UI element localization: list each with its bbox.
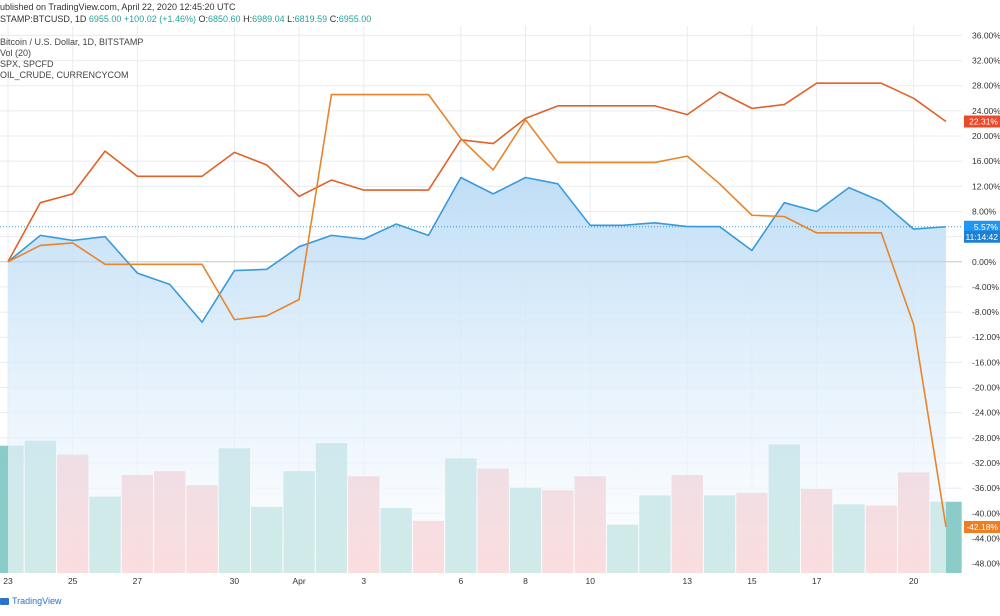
- tradingview-brand: TradingView: [12, 596, 62, 606]
- publish-info: ublished on TradingView.com, April 22, 2…: [0, 2, 235, 12]
- price-label-bg: [964, 520, 1000, 533]
- y-tick-label: 36.00%: [972, 30, 1000, 40]
- tradingview-logo-icon: [0, 598, 9, 605]
- x-tick-label: 30: [230, 576, 240, 586]
- x-tick-label: 3: [361, 576, 366, 586]
- x-tick-label: 27: [133, 576, 143, 586]
- tradingview-logo[interactable]: TradingView: [0, 596, 62, 606]
- close-label: C:: [329, 14, 339, 24]
- legend-oil-label: OIL_CRUDE, CURRENCYCOM: [0, 70, 129, 80]
- legend-volume[interactable]: Vol (20): [0, 48, 31, 58]
- y-tick-label: 0.00%: [972, 257, 997, 267]
- y-tick-label: 16.00%: [972, 156, 1000, 166]
- x-axis[interactable]: 23 25 27 30 Apr 3 6 8 10 13 15 17 20: [3, 576, 918, 586]
- low-label: L:: [287, 14, 295, 24]
- change-value: +100.02 (+1.46%): [123, 14, 196, 24]
- x-tick-label: 6: [458, 576, 463, 586]
- btc-area: [8, 177, 946, 574]
- legend-spx[interactable]: SPX, SPCFD: [0, 59, 54, 69]
- price-label-bg: [964, 230, 1000, 243]
- y-tick-label: -24.00%: [972, 408, 1000, 418]
- price-label-text: 5.57%: [974, 222, 999, 232]
- y-tick-label: -40.00%: [972, 508, 1000, 518]
- x-tick-label: 25: [68, 576, 78, 586]
- price-label-bg: [964, 220, 1000, 233]
- legend-oil[interactable]: OIL_CRUDE, CURRENCYCOM: [0, 70, 129, 80]
- price-label-text: 22.31%: [969, 117, 998, 127]
- btc-line: [7, 176, 947, 323]
- y-tick-label: 12.00%: [972, 181, 1000, 191]
- x-tick-label: 13: [683, 576, 693, 586]
- series-lines: [0, 82, 962, 528]
- ohlc-header: STAMP:BTCUSD, 1D 6955.00 +100.02 (+1.46%…: [0, 14, 371, 24]
- y-tick-label: -48.00%: [972, 559, 1000, 569]
- spx-line: [7, 82, 947, 263]
- x-tick-label: 10: [585, 576, 595, 586]
- y-axis[interactable]: 36.00% 32.00% 28.00% 24.00% 20.00% 16.00% 12.0…: [972, 30, 1000, 568]
- y-tick-label: -44.00%: [972, 533, 1000, 543]
- btc-area-fill: [8, 177, 946, 574]
- y-tick-label: -32.00%: [972, 458, 1000, 468]
- high-label: H:: [243, 14, 253, 24]
- low-value: 6819.59: [294, 14, 328, 24]
- symbol-label: STAMP:BTCUSD, 1D: [0, 14, 87, 24]
- y-tick-label: -28.00%: [972, 433, 1000, 443]
- x-tick-label: 17: [812, 576, 822, 586]
- open-value: 6850.60: [208, 14, 241, 24]
- high-value: 6989.04: [252, 14, 285, 24]
- close-value: 6955.00: [338, 14, 372, 24]
- y-tick-label: -12.00%: [972, 332, 1000, 342]
- y-tick-label: 20.00%: [972, 131, 1000, 141]
- y-tick-label: 28.00%: [972, 81, 1000, 91]
- price-label-text: -42.18%: [966, 522, 998, 532]
- price-label-bg: [964, 115, 1000, 128]
- legend-btc[interactable]: Bitcoin / U.S. Dollar, 1D, BITSTAMP: [0, 37, 143, 47]
- price-labels: 22.31% 5.57%11:14:42 -42.18%: [964, 115, 1000, 533]
- legend-spx-label: SPX, SPCFD: [0, 59, 54, 69]
- x-tick-label: 8: [523, 576, 528, 586]
- y-tick-label: -8.00%: [972, 307, 999, 317]
- x-tick-label: Apr: [292, 576, 305, 586]
- y-tick-label: 32.00%: [972, 56, 1000, 66]
- legend-btc-label: Bitcoin / U.S. Dollar, 1D, BITSTAMP: [0, 37, 144, 47]
- oil-line: [7, 93, 947, 528]
- price-label-text: 11:14:42: [966, 232, 999, 242]
- published-text: ublished on TradingView.com, April 22, 2…: [0, 2, 236, 12]
- y-tick-label: -4.00%: [972, 282, 999, 292]
- y-tick-label: 24.00%: [972, 106, 1000, 116]
- y-tick-label: -16.00%: [972, 357, 1000, 367]
- y-tick-label: -36.00%: [972, 483, 1000, 493]
- legend-volume-label: Vol (20): [0, 48, 32, 58]
- x-tick-label: 15: [747, 576, 757, 586]
- y-tick-label: 8.00%: [972, 206, 997, 216]
- open-label: O:: [198, 14, 209, 24]
- x-tick-label: 20: [909, 576, 919, 586]
- x-tick-label: 23: [3, 576, 13, 586]
- symbol-value: 6955.00: [88, 14, 122, 24]
- y-tick-label: -20.00%: [972, 383, 1000, 393]
